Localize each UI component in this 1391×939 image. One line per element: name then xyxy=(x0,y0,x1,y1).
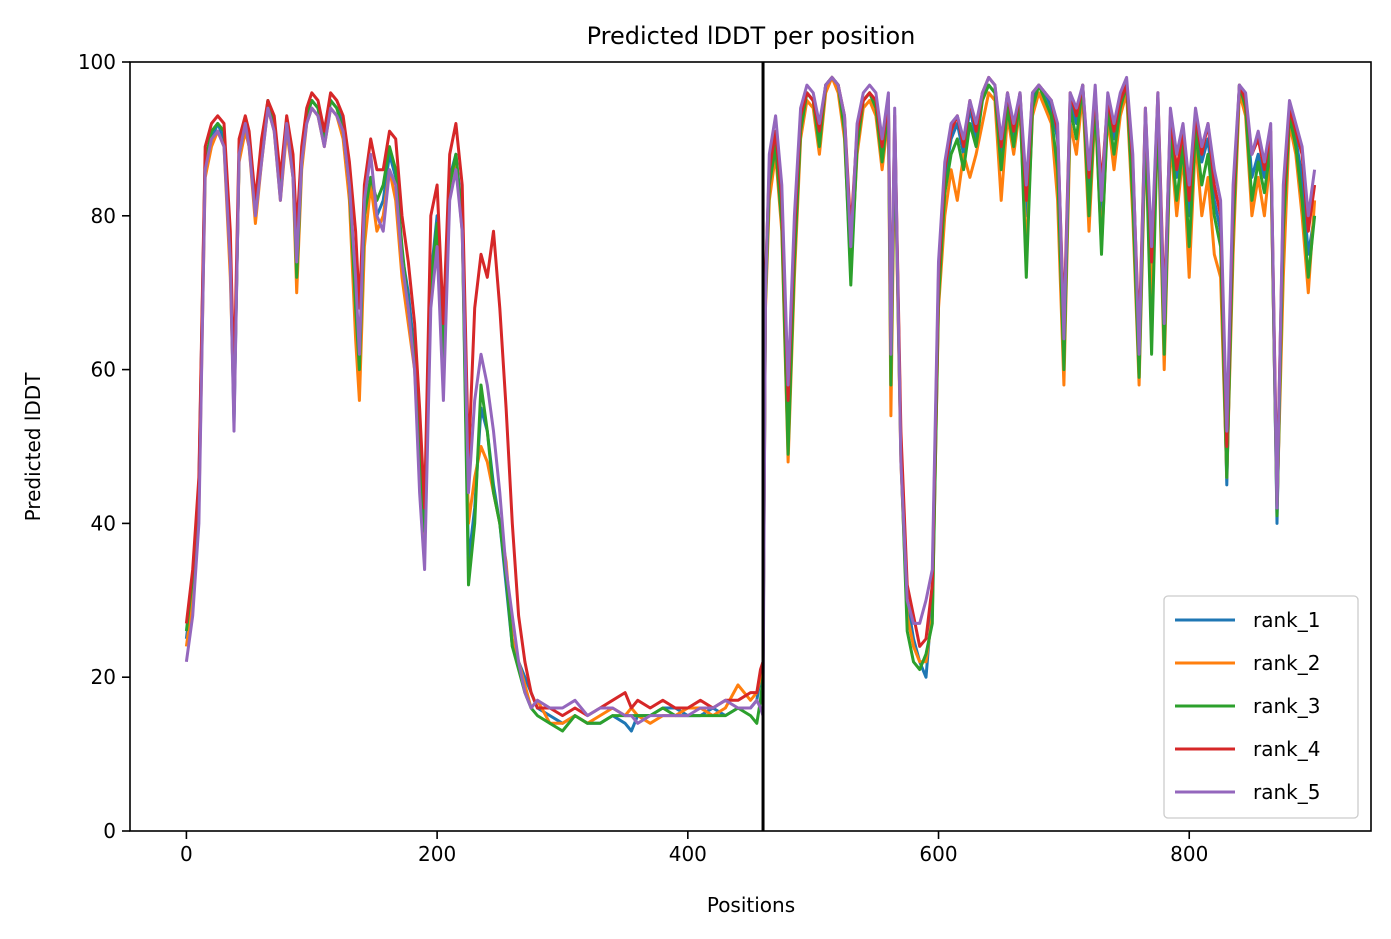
y-tick-label: 60 xyxy=(91,358,116,382)
x-tick-label: 400 xyxy=(669,842,707,866)
series-layer xyxy=(184,75,1317,733)
x-axis: 0 200 400 600 800 xyxy=(180,831,1208,866)
y-tick-label: 40 xyxy=(91,511,116,535)
y-tick-label: 0 xyxy=(103,819,116,843)
x-tick-label: 800 xyxy=(1170,842,1208,866)
series-line-rank-5 xyxy=(184,75,1317,725)
y-tick-label: 100 xyxy=(78,50,116,74)
x-tick-label: 0 xyxy=(180,842,193,866)
legend: rank_1 rank_2 rank_3 rank_4 rank_5 xyxy=(1163,595,1359,819)
y-axis: 0 20 40 60 80 100 xyxy=(78,50,130,843)
legend-label: rank_4 xyxy=(1253,737,1320,761)
plot-frame xyxy=(129,61,1372,832)
plot-area xyxy=(129,61,1372,832)
legend-box xyxy=(1163,595,1359,819)
x-tick-label: 600 xyxy=(919,842,957,866)
legend-label: rank_1 xyxy=(1253,608,1320,632)
y-tick-label: 80 xyxy=(91,204,116,228)
legend-label: rank_2 xyxy=(1253,651,1320,675)
chart-title: Predicted lDDT per position xyxy=(587,22,916,50)
legend-items: rank_1 rank_2 rank_3 rank_4 rank_5 xyxy=(1175,608,1320,804)
x-axis-title: Positions xyxy=(707,893,795,917)
x-tick-label: 200 xyxy=(418,842,456,866)
y-tick-label: 20 xyxy=(91,665,116,689)
legend-label: rank_5 xyxy=(1253,780,1320,804)
legend-label: rank_3 xyxy=(1253,694,1320,718)
y-axis-title: Predicted lDDT xyxy=(21,372,45,522)
